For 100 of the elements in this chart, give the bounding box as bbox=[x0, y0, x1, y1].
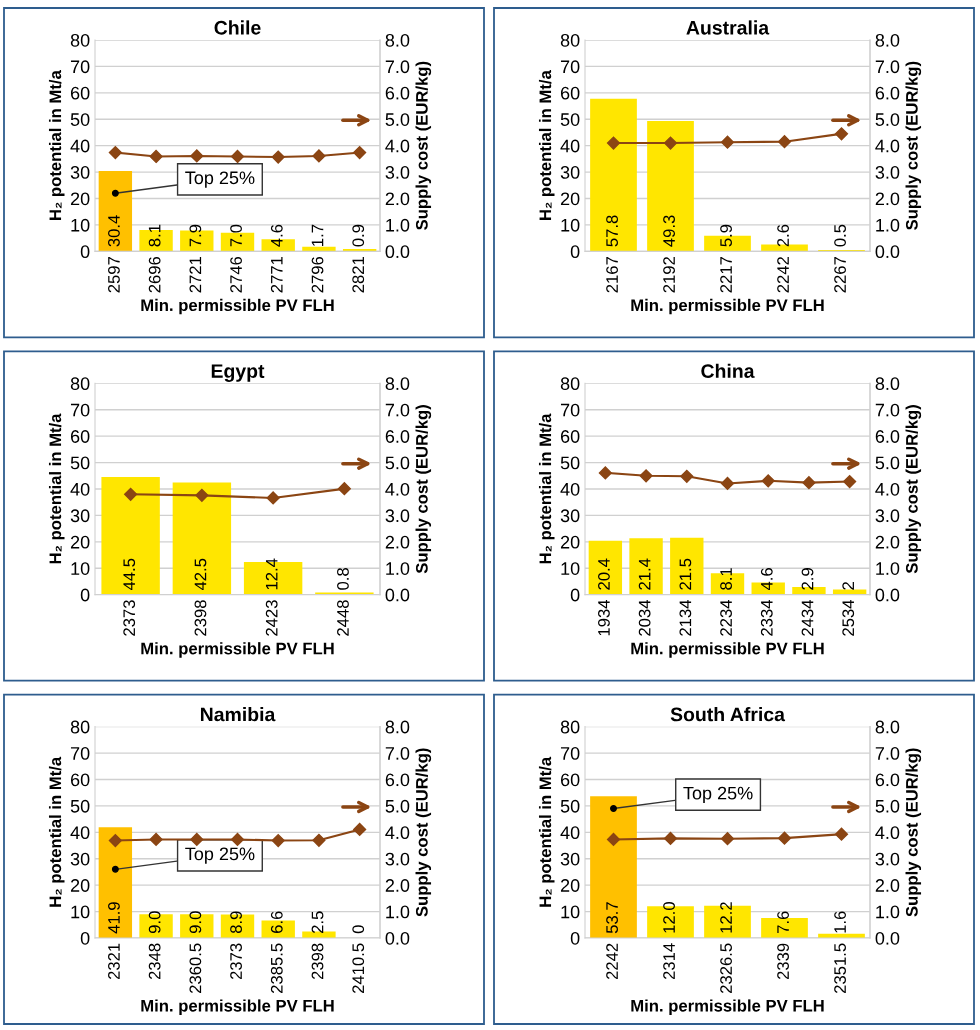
chart-title: Egypt bbox=[211, 364, 265, 382]
y2-tick-label: 6.0 bbox=[875, 86, 900, 100]
data-label: 0.8 bbox=[337, 568, 349, 590]
y2-tick-label: 5.0 bbox=[875, 113, 900, 126]
y-tick-label: 50 bbox=[560, 113, 580, 126]
x-axis-title: Min. permissible PV FLH bbox=[141, 298, 334, 315]
x-tick-label: 2217 bbox=[720, 257, 732, 293]
y-tick-label: 10 bbox=[71, 905, 90, 919]
y-tick-label: 40 bbox=[70, 826, 90, 840]
x-tick-label: 2410.5 bbox=[352, 943, 365, 993]
data-label: 21.5 bbox=[679, 558, 692, 590]
y-tick-label: 0 bbox=[80, 588, 90, 602]
annotation: Top 25% bbox=[185, 847, 255, 864]
y-tick-label: 10 bbox=[561, 562, 580, 575]
y2-tick-label: 4.0 bbox=[875, 482, 900, 496]
y-tick-label: 60 bbox=[560, 773, 580, 787]
annotation: Top 25% bbox=[683, 786, 753, 804]
y-tick-label: 0 bbox=[80, 245, 90, 259]
x-tick-label: 2597 bbox=[108, 257, 120, 293]
x-tick-label: 2334 bbox=[760, 600, 773, 636]
y-tick-label: 80 bbox=[560, 33, 580, 47]
y2-tick-label: 4.0 bbox=[875, 139, 900, 153]
x-tick-label: 2398 bbox=[311, 943, 324, 980]
data-label: 12.2 bbox=[720, 902, 732, 933]
chart-title: Australia bbox=[686, 20, 770, 35]
y2-tick-label: 0.0 bbox=[875, 588, 900, 602]
y2-tick-label: 5.0 bbox=[385, 456, 410, 470]
data-label: 8.1 bbox=[148, 224, 161, 247]
x-tick-label: 2796 bbox=[311, 256, 324, 293]
x-tick-label: 2314 bbox=[663, 943, 675, 980]
x-tick-label: 2326.5 bbox=[720, 943, 732, 993]
y2-tick-label: 0.0 bbox=[385, 931, 410, 945]
data-label: 0 bbox=[352, 925, 365, 934]
y-tick-label: 70 bbox=[560, 60, 580, 74]
y-tick-label: 60 bbox=[560, 430, 580, 443]
y-tick-label: 50 bbox=[560, 799, 580, 813]
chart-title: Namibia bbox=[200, 707, 276, 722]
y-tick-label: 50 bbox=[70, 113, 90, 126]
y2-tick-label: 2.0 bbox=[875, 535, 900, 549]
x-tick-label: 2234 bbox=[720, 600, 732, 636]
y2-tick-label: 4.0 bbox=[875, 826, 900, 840]
x-tick-label: 2339 bbox=[777, 943, 789, 980]
y-tick-label: 20 bbox=[560, 535, 580, 549]
data-label: 2.9 bbox=[801, 568, 814, 590]
y-tick-label: 20 bbox=[560, 192, 580, 206]
x-tick-label: 2385.5 bbox=[270, 943, 283, 993]
y-tick-label: 20 bbox=[560, 879, 580, 892]
x-tick-label: 2721 bbox=[189, 257, 202, 293]
y2-tick-label: 3.0 bbox=[875, 852, 900, 866]
y-tick-label: 30 bbox=[70, 509, 90, 523]
x-tick-label: 2373 bbox=[230, 943, 242, 980]
y-tick-label: 80 bbox=[560, 377, 580, 391]
y-tick-label: 20 bbox=[70, 535, 90, 549]
y-tick-label: 30 bbox=[560, 852, 580, 866]
y2-tick-label: 8.0 bbox=[875, 377, 900, 391]
y-tick-label: 0 bbox=[570, 931, 580, 945]
data-label: 6.6 bbox=[270, 911, 283, 933]
y2-tick-label: 3.0 bbox=[875, 509, 900, 523]
x-axis-title: Min. permissible PV FLH bbox=[631, 298, 824, 315]
y2-tick-label: 1.0 bbox=[876, 905, 900, 919]
y-tick-label: 10 bbox=[71, 218, 90, 232]
y-tick-label: 50 bbox=[70, 456, 90, 470]
y-tick-label: 20 bbox=[70, 192, 90, 206]
data-label: 42.5 bbox=[194, 558, 207, 591]
x-tick-label: 2434 bbox=[801, 600, 814, 636]
x-tick-label: 2034 bbox=[638, 600, 651, 636]
y-tick-label: 40 bbox=[70, 139, 90, 153]
data-label: 4.6 bbox=[760, 568, 773, 591]
x-tick-label: 1934 bbox=[598, 600, 610, 636]
y2-tick-label: 4.0 bbox=[385, 482, 410, 496]
data-label: 12.0 bbox=[663, 902, 675, 933]
y-tick-label: 80 bbox=[70, 377, 90, 391]
data-label: 49.3 bbox=[663, 215, 675, 247]
y2-axis-title: Supply cost (EUR/kg) bbox=[905, 405, 922, 574]
y2-tick-label: 2.0 bbox=[385, 535, 410, 549]
x-axis-title: Min. permissible PV FLH bbox=[631, 999, 824, 1015]
chart-title: South Africa bbox=[670, 707, 786, 722]
y-tick-label: 30 bbox=[560, 509, 580, 523]
x-tick-label: 2696 bbox=[148, 256, 161, 293]
x-tick-label: 2360.5 bbox=[189, 943, 202, 993]
x-tick-label: 2448 bbox=[337, 600, 349, 636]
x-tick-label: 2821 bbox=[352, 257, 365, 293]
y-tick-label: 50 bbox=[560, 456, 580, 470]
data-label: 2.6 bbox=[777, 224, 789, 247]
x-tick-label: 2348 bbox=[148, 943, 161, 980]
y-tick-label: 30 bbox=[70, 166, 90, 179]
data-label: 0.9 bbox=[352, 224, 365, 247]
y-tick-label: 40 bbox=[560, 482, 580, 496]
y-tick-label: 0 bbox=[80, 931, 90, 945]
y2-tick-label: 3.0 bbox=[385, 852, 410, 866]
x-tick-label: 2167 bbox=[606, 257, 618, 293]
y-tick-label: 40 bbox=[70, 482, 90, 496]
x-tick-label: 2134 bbox=[679, 600, 692, 636]
y2-axis-title: Supply cost (EUR/kg) bbox=[415, 61, 432, 230]
y-axis-title: H₂ potential in Mt/a bbox=[48, 756, 65, 907]
y2-tick-label: 7.0 bbox=[875, 747, 900, 760]
x-tick-label: 2242 bbox=[777, 257, 789, 293]
y2-tick-label: 3.0 bbox=[385, 509, 410, 523]
y-tick-label: 0 bbox=[570, 245, 580, 259]
y-tick-label: 70 bbox=[70, 747, 90, 760]
